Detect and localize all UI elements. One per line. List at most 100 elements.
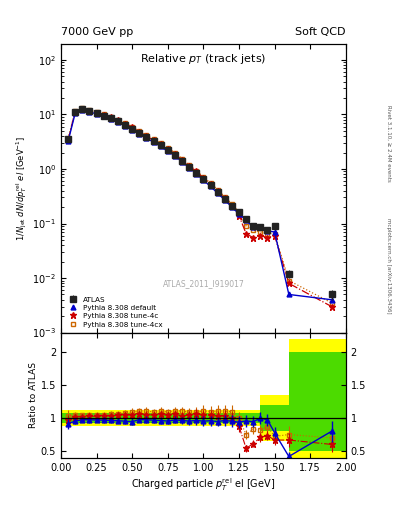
Pythia 8.308 default (237, 211, 241, 217)
Pythia 8.308 tune-4cx (194, 167, 198, 174)
Pythia 8.308 tune-4c (222, 195, 227, 201)
Pythia 8.308 tune-4c (265, 234, 270, 241)
Pythia 8.308 default (87, 109, 92, 115)
Pythia 8.308 tune-4cx (116, 117, 120, 123)
Pythia 8.308 tune-4c (258, 232, 263, 239)
Pythia 8.308 tune-4cx (94, 109, 99, 115)
Pythia 8.308 tune-4cx (329, 300, 334, 306)
Pythia 8.308 tune-4c (329, 304, 334, 310)
Pythia 8.308 tune-4c (251, 234, 255, 241)
Pythia 8.308 default (165, 148, 170, 155)
Pythia 8.308 tune-4c (230, 203, 234, 209)
Pythia 8.308 default (329, 296, 334, 303)
Text: mcplots.cern.ch [arXiv:1306.3436]: mcplots.cern.ch [arXiv:1306.3436] (386, 219, 391, 314)
Pythia 8.308 default (94, 111, 99, 117)
Pythia 8.308 tune-4cx (258, 229, 263, 235)
Pythia 8.308 default (158, 143, 163, 150)
Pythia 8.308 tune-4c (173, 151, 177, 157)
Pythia 8.308 tune-4c (137, 129, 141, 135)
Pythia 8.308 default (116, 119, 120, 125)
Legend: ATLAS, Pythia 8.308 default, Pythia 8.308 tune-4c, Pythia 8.308 tune-4cx: ATLAS, Pythia 8.308 default, Pythia 8.30… (64, 295, 164, 329)
Pythia 8.308 default (244, 217, 248, 223)
Text: 7000 GeV pp: 7000 GeV pp (61, 27, 133, 37)
Pythia 8.308 tune-4c (187, 163, 191, 169)
Pythia 8.308 tune-4c (80, 105, 84, 112)
Pythia 8.308 default (130, 127, 134, 133)
Pythia 8.308 tune-4cx (230, 201, 234, 207)
Pythia 8.308 tune-4c (208, 181, 213, 187)
Pythia 8.308 tune-4cx (87, 107, 92, 113)
Line: Pythia 8.308 tune-4cx: Pythia 8.308 tune-4cx (66, 106, 334, 305)
Pythia 8.308 tune-4cx (144, 132, 149, 138)
Pythia 8.308 tune-4cx (237, 209, 241, 216)
X-axis label: Charged particle $p^\mathrm{rel}_T$ el [GeV]: Charged particle $p^\mathrm{rel}_T$ el [… (131, 476, 275, 493)
Pythia 8.308 tune-4cx (180, 156, 184, 162)
Pythia 8.308 tune-4cx (108, 114, 113, 120)
Pythia 8.308 tune-4c (123, 120, 127, 126)
Y-axis label: Ratio to ATLAS: Ratio to ATLAS (29, 362, 38, 429)
Pythia 8.308 tune-4cx (66, 136, 70, 142)
Text: ATLAS_2011_I919017: ATLAS_2011_I919017 (162, 279, 244, 288)
Pythia 8.308 default (123, 123, 127, 129)
Pythia 8.308 tune-4cx (244, 223, 248, 229)
Pythia 8.308 default (173, 153, 177, 159)
Pythia 8.308 tune-4cx (123, 120, 127, 126)
Pythia 8.308 default (258, 224, 263, 230)
Text: Rivet 3.1.10, ≥ 2.4M events: Rivet 3.1.10, ≥ 2.4M events (386, 105, 391, 182)
Pythia 8.308 tune-4cx (137, 128, 141, 134)
Pythia 8.308 default (230, 204, 234, 210)
Pythia 8.308 tune-4cx (130, 123, 134, 130)
Pythia 8.308 tune-4cx (158, 140, 163, 146)
Pythia 8.308 default (101, 113, 106, 119)
Line: Pythia 8.308 default: Pythia 8.308 default (66, 108, 334, 302)
Pythia 8.308 tune-4cx (73, 108, 77, 114)
Pythia 8.308 tune-4c (237, 212, 241, 219)
Pythia 8.308 tune-4c (101, 112, 106, 118)
Pythia 8.308 default (151, 139, 156, 145)
Pythia 8.308 tune-4cx (173, 150, 177, 156)
Pythia 8.308 default (194, 170, 198, 177)
Pythia 8.308 tune-4cx (208, 180, 213, 186)
Text: Relative $p_T$ (track jets): Relative $p_T$ (track jets) (140, 52, 266, 66)
Pythia 8.308 default (286, 291, 291, 297)
Pythia 8.308 default (73, 110, 77, 116)
Pythia 8.308 tune-4cx (272, 230, 277, 237)
Pythia 8.308 tune-4cx (286, 278, 291, 284)
Pythia 8.308 default (137, 131, 141, 137)
Pythia 8.308 default (80, 106, 84, 113)
Text: Soft QCD: Soft QCD (296, 27, 346, 37)
Pythia 8.308 default (208, 183, 213, 189)
Pythia 8.308 tune-4c (130, 124, 134, 131)
Pythia 8.308 tune-4cx (101, 112, 106, 118)
Pythia 8.308 tune-4c (244, 230, 248, 237)
Pythia 8.308 default (222, 197, 227, 203)
Pythia 8.308 tune-4c (87, 108, 92, 114)
Pythia 8.308 tune-4cx (215, 186, 220, 193)
Line: Pythia 8.308 tune-4c: Pythia 8.308 tune-4c (65, 105, 335, 310)
Pythia 8.308 default (251, 224, 255, 230)
Pythia 8.308 tune-4cx (165, 145, 170, 152)
Pythia 8.308 default (187, 165, 191, 171)
Pythia 8.308 tune-4cx (251, 227, 255, 233)
Pythia 8.308 tune-4c (94, 110, 99, 116)
Pythia 8.308 tune-4cx (265, 230, 270, 237)
Pythia 8.308 tune-4c (215, 188, 220, 195)
Pythia 8.308 tune-4c (165, 146, 170, 153)
Pythia 8.308 default (265, 228, 270, 234)
Pythia 8.308 tune-4c (194, 168, 198, 175)
Pythia 8.308 default (272, 229, 277, 235)
Pythia 8.308 tune-4c (151, 137, 156, 143)
Pythia 8.308 tune-4c (158, 141, 163, 147)
Pythia 8.308 tune-4c (180, 157, 184, 163)
Pythia 8.308 tune-4cx (151, 136, 156, 142)
Pythia 8.308 tune-4cx (201, 174, 206, 180)
Pythia 8.308 tune-4c (272, 232, 277, 239)
Pythia 8.308 tune-4c (73, 109, 77, 115)
Pythia 8.308 tune-4cx (187, 162, 191, 168)
Pythia 8.308 default (108, 116, 113, 122)
Pythia 8.308 tune-4c (144, 133, 149, 139)
Pythia 8.308 tune-4cx (80, 105, 84, 111)
Pythia 8.308 default (201, 177, 206, 183)
Pythia 8.308 tune-4c (108, 114, 113, 120)
Pythia 8.308 tune-4c (201, 175, 206, 181)
